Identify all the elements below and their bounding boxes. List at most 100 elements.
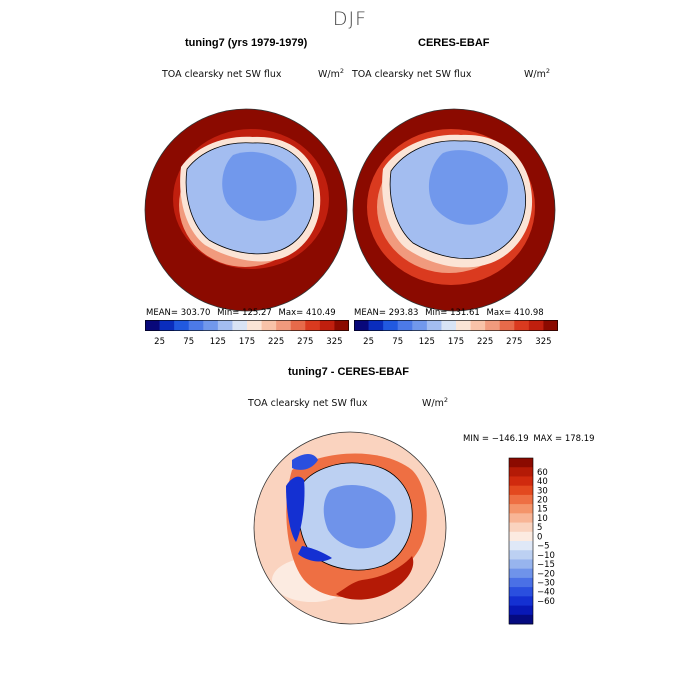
panel-2-colorbar-swatch xyxy=(383,320,399,331)
panel-3-colorbar-swatch xyxy=(509,559,533,570)
panel-3-colorbar-tick-label: 10 xyxy=(537,514,548,524)
panel-3-colorbar-tick-label: −30 xyxy=(537,579,555,589)
panel-2-colorbar-tick-label: 275 xyxy=(506,337,522,347)
panel-1-colorbar-swatch xyxy=(159,320,175,331)
panel-3-colorbar-tick-label: 5 xyxy=(537,523,542,533)
panel-3-colorbar-swatch xyxy=(509,513,533,523)
panel-1-colorbar-swatch xyxy=(276,320,292,331)
panel-3-colorbar-swatch xyxy=(509,458,533,468)
panel-1-colorbar-swatch xyxy=(174,320,190,331)
panel-3-colorbar-tick-label: −5 xyxy=(537,542,550,552)
panel-3-ross-negative xyxy=(298,546,332,562)
panel-1-colorbar-tick-label: 325 xyxy=(326,337,342,347)
season-title: DJF xyxy=(332,8,368,30)
panel-3-strong-positive xyxy=(336,556,414,600)
panel-3-peninsula-negative xyxy=(286,476,305,542)
panel-3-map xyxy=(253,431,447,625)
panel-1-units: W/m2 xyxy=(318,67,344,81)
panel-1-colorbar-tick-label: 275 xyxy=(297,337,313,347)
panel-3-max-value: 178.19 xyxy=(564,434,595,444)
panel-2-colorbar-tick-label: 175 xyxy=(448,337,464,347)
panel-3-colorbar-swatch xyxy=(509,541,533,551)
panel-3-negative-core xyxy=(323,485,396,549)
panel-1-colorbar-swatch xyxy=(247,320,262,331)
panel-1-colorbar-swatch xyxy=(319,320,335,331)
panel-3-colorbar-swatch xyxy=(509,550,533,560)
panel-1-stats: MEAN= 303.70 Min= 125.27 Max= 410.49 xyxy=(146,308,336,318)
panel-1-colorbar-tick-label: 225 xyxy=(268,337,284,347)
panel-2-east-plateau xyxy=(428,150,508,225)
panel-3-colorbar-tick-label: −10 xyxy=(537,551,555,561)
panel-3-colorbar-tick-label: −60 xyxy=(537,597,555,607)
panel-3-colorbar-tick-label: 0 xyxy=(537,532,542,542)
panel-1-east-plateau xyxy=(222,151,297,221)
panel-2-colorbar-swatch xyxy=(499,320,515,331)
panel-3-title: tuning7 - CERES-EBAF xyxy=(288,366,409,378)
panel-3-variable: TOA clearsky net SW flux xyxy=(248,398,368,409)
panel-2-colorbar-swatch xyxy=(514,320,530,331)
panel-2-variable: TOA clearsky net SW flux xyxy=(352,69,472,80)
panel-2-min-label: Min= xyxy=(425,308,448,318)
panel-1-map xyxy=(144,108,348,312)
panel-3-colorbar-swatch xyxy=(509,587,533,597)
panel-3-colorbar-swatch xyxy=(509,522,533,533)
panel-2-colorbar-swatch xyxy=(528,320,544,331)
panel-3-colorbar-swatch xyxy=(509,614,533,625)
panel-1-colorbar-swatch xyxy=(217,320,233,331)
panel-3-min-label: MIN = xyxy=(463,434,490,444)
panel-3-colorbar-tick-label: 15 xyxy=(537,505,548,515)
panel-1-max-value: 410.49 xyxy=(305,308,336,318)
panel-2-mean-label: MEAN= xyxy=(354,308,386,318)
panel-3-colorbar-swatch xyxy=(509,577,533,588)
panel-3-units: W/m2 xyxy=(422,396,448,410)
panel-2-colorbar-swatch xyxy=(441,320,457,331)
panel-3-colorbar-swatch xyxy=(509,568,533,579)
panel-2-colorbar-swatch xyxy=(485,320,501,331)
panel-3-colorbar-swatch xyxy=(509,467,533,477)
panel-2-colorbar-swatch xyxy=(470,320,486,331)
panel-2-map xyxy=(352,108,556,312)
panel-2-colorbar-tick-label: 325 xyxy=(535,337,551,347)
panel-2-colorbar-swatch xyxy=(368,320,384,331)
panel-2-colorbar-swatch xyxy=(426,320,442,331)
panel-2-colorbar-tick-label: 25 xyxy=(363,337,374,347)
panel-1-mean-label: MEAN= xyxy=(146,308,178,318)
panel-1-colorbar-swatch xyxy=(261,320,277,331)
panel-1-colorbar-swatch xyxy=(305,320,321,331)
panel-1-colorbar-tick-label: 175 xyxy=(239,337,255,347)
panel-3-colorbar-tick-label: 60 xyxy=(537,468,548,478)
panel-3-colorbar-tick-label: 20 xyxy=(537,496,548,506)
panel-2-colorbar-swatch xyxy=(397,320,413,331)
panel-1-colorbar-swatch xyxy=(334,320,349,331)
panel-1-mean-value: 303.70 xyxy=(180,308,211,318)
panel-3-stats: MIN = −146.19 MAX = 178.19 xyxy=(463,434,595,444)
panel-2-min-value: 131.61 xyxy=(450,308,480,318)
panel-3-colorbar-swatch xyxy=(509,504,533,514)
panel-1-title: tuning7 (yrs 1979-1979) xyxy=(185,37,308,49)
panel-1-colorbar-swatch xyxy=(188,320,204,331)
panel-3-colorbar-tick-label: −15 xyxy=(537,560,555,570)
panel-2-colorbar-swatch xyxy=(412,320,428,331)
panel-1-colorbar-swatch xyxy=(290,320,306,331)
panel-3-colorbar-swatch xyxy=(509,476,533,487)
panel-3-min-value: −146.19 xyxy=(491,434,529,444)
panel-2-colorbar-tick-label: 225 xyxy=(477,337,493,347)
panel-1-variable: TOA clearsky net SW flux xyxy=(162,69,282,80)
panel-3-colorbar-tick-label: −20 xyxy=(537,569,555,579)
panel-2-colorbar-tick-label: 75 xyxy=(392,337,403,347)
panel-1-colorbar-tick-label: 25 xyxy=(154,337,165,347)
panel-1-max-label: Max= xyxy=(278,308,304,318)
panel-1-min-label: Min= xyxy=(217,308,240,318)
panel-1-colorbar-tick-label: 125 xyxy=(210,337,226,347)
panel-2-max-value: 410.98 xyxy=(513,308,544,318)
panel-3-colorbar-swatch xyxy=(509,485,533,496)
panel-1-colorbar-swatch xyxy=(232,320,248,331)
panel-1-colorbar-tick-label: 75 xyxy=(183,337,194,347)
panel-2-units: W/m2 xyxy=(524,67,550,81)
panel-2-colorbar-swatch xyxy=(354,320,369,331)
panel-3-colorbar-swatch xyxy=(509,494,533,505)
panel-3-colorbar-tick-label: 40 xyxy=(537,477,548,487)
panel-3-colorbar-tick-label: 30 xyxy=(537,486,548,496)
panel-2-max-label: Max= xyxy=(486,308,512,318)
